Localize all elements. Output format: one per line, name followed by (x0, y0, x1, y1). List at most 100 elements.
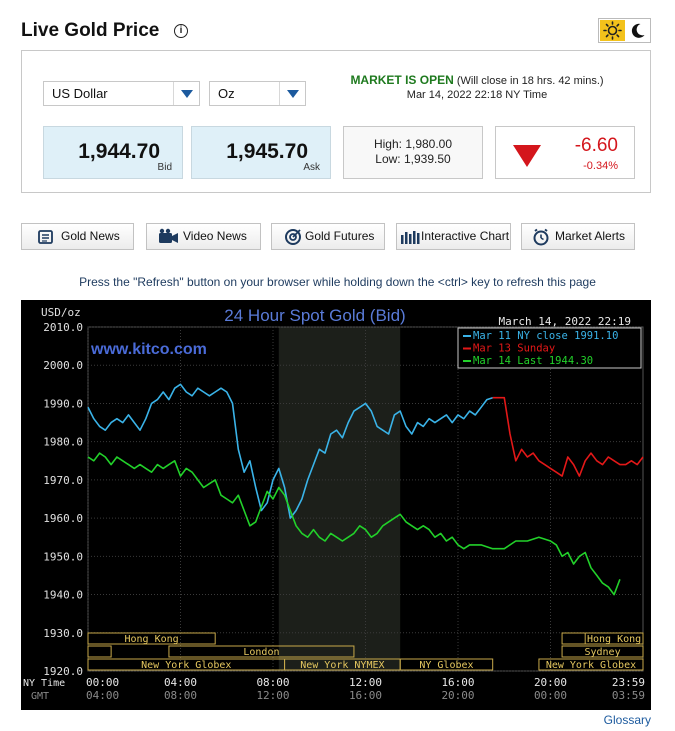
session-bar (168, 645, 355, 658)
market-alerts-label: Market Alerts (555, 229, 626, 243)
gold-news-button[interactable]: Gold News (21, 223, 134, 250)
sun-icon[interactable] (600, 20, 625, 41)
info-icon[interactable]: i (174, 24, 188, 38)
ask-value: 1,945.70 (226, 140, 308, 163)
target-icon (272, 224, 308, 249)
market-status: MARKET IS OPEN (Will close in 18 hrs. 42… (322, 73, 632, 102)
session-label: New York Globex (546, 660, 636, 671)
x-tick-label-ny: 00:00 (86, 676, 119, 689)
price-change: -6.60 -0.34% (495, 126, 635, 179)
high-low: High: 1,980.00 Low: 1,939.50 (343, 126, 483, 179)
low-value: Low: 1,939.50 (375, 152, 451, 166)
y-tick-label: 1950.0 (43, 550, 83, 563)
bid-quote: 1,944.70 Bid (43, 126, 183, 179)
change-value: -6.60 (574, 135, 618, 156)
series-line (87, 452, 621, 596)
session-bar (87, 645, 112, 658)
session-label: London (243, 647, 279, 658)
nymex-highlight (278, 327, 401, 671)
x-tick-label-ny: 08:00 (256, 676, 289, 689)
y-tick-label: 1920.0 (43, 665, 83, 678)
y-tick-label: 1940.0 (43, 589, 83, 602)
session-bar (399, 658, 494, 671)
moon-icon[interactable] (626, 20, 650, 41)
down-arrow-icon (513, 145, 541, 167)
refresh-note: Press the "Refresh" button on your brows… (79, 275, 596, 289)
theme-toggle[interactable] (598, 18, 651, 43)
x-tick-label-ny: 16:00 (441, 676, 474, 689)
chart-timestamp: March 14, 2022 22:19 (499, 315, 631, 328)
bid-label: Bid (157, 162, 172, 173)
x-tick-label-gmt: 20:00 (441, 689, 474, 702)
market-close-note: (Will close in 18 hrs. 42 mins.) (456, 75, 604, 87)
high-value: High: 1,980.00 (373, 137, 453, 151)
newspaper-icon (22, 224, 58, 249)
bid-value: 1,944.70 (78, 140, 160, 163)
x-tick-label-ny: 23:59 (612, 676, 645, 689)
currency-select[interactable]: US Dollar (43, 81, 200, 106)
y-tick-label: 1970.0 (43, 474, 83, 487)
market-datetime: Mar 14, 2022 22:18 NY Time (406, 89, 548, 101)
x-tick-label-ny: 04:00 (164, 676, 197, 689)
chart-title: 24 Hour Spot Gold (Bid) (224, 306, 405, 325)
x-tick-label-gmt: 16:00 (349, 689, 382, 702)
session-label: Sydney (584, 647, 620, 658)
bar-chart-icon (397, 224, 423, 249)
alarm-clock-icon (522, 224, 554, 249)
series-line (87, 383, 493, 519)
chevron-down-icon[interactable] (173, 82, 199, 105)
session-bar (561, 645, 644, 658)
gold-news-label: Gold News (61, 229, 120, 243)
x-axis-label-gmt: GMT (31, 691, 49, 702)
y-tick-label: 1990.0 (43, 397, 83, 410)
market-status-label: MARKET IS OPEN (350, 73, 454, 87)
series-line (492, 396, 644, 477)
currency-select-value: US Dollar (52, 86, 108, 101)
change-percent: -0.34% (583, 160, 618, 172)
chevron-down-icon[interactable] (279, 82, 305, 105)
price-panel: US Dollar Oz MARKET IS OPEN (Will close … (21, 50, 651, 193)
video-news-label: Video News (183, 229, 247, 243)
x-tick-label-gmt: 04:00 (86, 689, 119, 702)
x-tick-label-ny: 12:00 (349, 676, 382, 689)
page-title: Live Gold Price (21, 20, 160, 41)
legend-entry: Mar 14 Last 1944.30 (473, 355, 593, 367)
session-bar (584, 632, 644, 645)
x-tick-label-gmt: 00:00 (534, 689, 567, 702)
session-label: Hong Kong (587, 634, 641, 645)
x-tick-label-gmt: 08:00 (164, 689, 197, 702)
gold-chart[interactable]: 2010.0 2000.0 1990.0 1980.0 1970.0 1960.0 1950… (21, 300, 651, 710)
y-tick-label: 1980.0 (43, 436, 83, 449)
legend-entry: Mar 11 NY close 1991.10 (473, 330, 618, 342)
gold-futures-button[interactable]: Gold Futures (271, 223, 385, 250)
legend-entry: Mar 13 Sunday (473, 343, 555, 355)
market-alerts-button[interactable]: Market Alerts (521, 223, 635, 250)
x-axis-label-ny: NY Time (23, 678, 65, 689)
ask-quote: 1,945.70 Ask (191, 126, 331, 179)
interactive-chart-label: Interactive Chart (421, 229, 510, 243)
session-label: Hong Kong (125, 634, 179, 645)
session-bar (87, 632, 216, 645)
glossary-link[interactable]: Glossary (603, 713, 651, 727)
x-tick-label-gmt: 03:59 (612, 689, 645, 702)
session-label: New York NYMEX (300, 660, 384, 671)
session-label: New York Globex (141, 660, 231, 671)
y-tick-label: 1930.0 (43, 627, 83, 640)
unit-select[interactable]: Oz (209, 81, 306, 106)
x-tick-label-gmt: 12:00 (256, 689, 289, 702)
y-tick-label: 2000.0 (43, 359, 83, 372)
session-bar (538, 658, 644, 671)
legend-box (457, 327, 642, 369)
ask-label: Ask (303, 162, 320, 173)
y-axis-label: USD/oz (41, 306, 81, 319)
unit-select-value: Oz (218, 86, 235, 101)
y-tick-label: 2010.0 (43, 321, 83, 334)
interactive-chart-button[interactable]: Interactive Chart (396, 223, 511, 250)
gold-chart-svg: 2010.0 2000.0 1990.0 1980.0 1970.0 1960.0 1950… (23, 306, 645, 702)
session-label: NY Globex (419, 660, 473, 671)
x-tick-label-ny: 20:00 (534, 676, 567, 689)
y-tick-label: 1960.0 (43, 512, 83, 525)
video-news-button[interactable]: Video News (146, 223, 261, 250)
chart-watermark: www.kitco.com (90, 341, 207, 358)
gold-futures-label: Gold Futures (305, 229, 375, 243)
